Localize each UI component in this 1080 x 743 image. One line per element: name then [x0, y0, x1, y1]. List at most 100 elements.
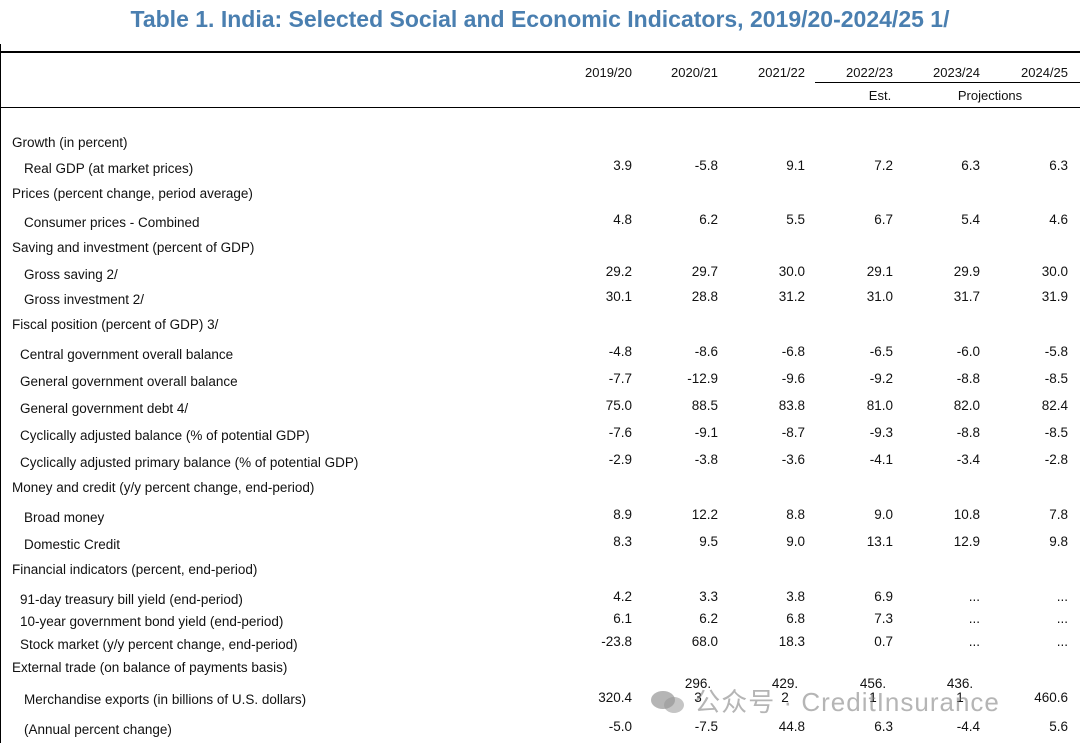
cell-value: 82.0: [953, 398, 980, 413]
watermark: 公众号 · CreditInsurance: [650, 682, 1000, 719]
cell-value: -3.8: [694, 452, 718, 467]
row-label: Gross saving 2/: [24, 267, 118, 282]
row-label: Merchandise exports (in billions of U.S.…: [24, 692, 307, 707]
header-bottom-rule: [0, 107, 1080, 108]
cell-value: 9.1: [786, 158, 805, 173]
cell-value: 3.3: [699, 589, 718, 604]
table-row: Cyclically adjusted balance (% of potent…: [0, 425, 1080, 447]
est-label: Est.: [868, 88, 892, 103]
section-label: Financial indicators (percent, end-perio…: [12, 562, 258, 577]
cell-value: -8.6: [694, 344, 718, 359]
cell-value: 28.8: [691, 289, 718, 304]
cell-value: 9.0: [786, 534, 805, 549]
cell-value: -5.0: [608, 719, 632, 734]
cell-value: 4.8: [613, 212, 632, 227]
cell-value: 7.3: [874, 611, 893, 626]
table-row: General government debt 4/75.0 88.5 83.8 81…: [0, 398, 1080, 420]
cell-value: 6.2: [699, 611, 718, 626]
table-row: General government overall balance -7.7 -1…: [0, 371, 1080, 393]
cell-value: -3.4: [956, 452, 980, 467]
cell-value: ...: [968, 634, 980, 649]
row-label: Gross investment 2/: [24, 292, 145, 307]
cell-value: 10.8: [953, 507, 980, 522]
cell-value: 5.5: [786, 212, 805, 227]
table-title: Table 1. India: Selected Social and Econ…: [130, 6, 950, 32]
cell-value: 0.7: [874, 634, 893, 649]
projections-label: Projections: [957, 88, 1023, 103]
cell-value: 5.4: [961, 212, 980, 227]
cell-value: -7.7: [608, 371, 632, 386]
cell-value: 3.8: [786, 589, 805, 604]
cell-value: 81.0: [866, 398, 893, 413]
table-row: Domestic Credit 8.3 9.5 9.0 13.1 12.9 9.8: [0, 534, 1080, 556]
table-row: Real GDP (at market prices) 3.9 -5.8 9.1 7.2…: [0, 158, 1080, 180]
cell-value-part: 1: [956, 690, 964, 705]
section-label: Saving and investment (percent of GDP): [12, 240, 255, 255]
row-label: Consumer prices - Combined: [24, 215, 200, 230]
section-row: Fiscal position (percent of GDP) 3/: [0, 317, 1080, 339]
section-row: Growth (in percent): [0, 135, 1080, 157]
cell-value: -23.8: [601, 634, 632, 649]
section-label: Growth (in percent): [12, 135, 128, 150]
table-row: Central government overall balance -4.8 -8…: [0, 344, 1080, 366]
cell-value-wrapped: 436. 1: [940, 677, 980, 705]
cell-value: 7.8: [1049, 507, 1068, 522]
row-label: Domestic Credit: [24, 537, 121, 552]
cell-value: 29.9: [953, 264, 980, 279]
row-label: Broad money: [24, 510, 105, 525]
cell-value: 8.8: [786, 507, 805, 522]
cell-value: 18.3: [778, 634, 805, 649]
table-row: Merchandise exports (in billions of U.S.…: [0, 677, 1080, 711]
table-row: Broad money 8.9 12.2 8.8 9.0 10.8 7.8: [0, 507, 1080, 529]
cell-value-part: 456.: [859, 676, 887, 691]
cell-value: 31.9: [1041, 289, 1068, 304]
cell-value: -8.8: [956, 371, 980, 386]
cell-value: -7.6: [608, 425, 632, 440]
cell-value: -3.6: [781, 452, 805, 467]
cell-value: 7.2: [874, 158, 893, 173]
cell-value: -2.8: [1044, 452, 1068, 467]
cell-value: 6.7: [874, 212, 893, 227]
cell-value-part: 3: [694, 690, 702, 705]
cell-value: 75.0: [605, 398, 632, 413]
wechat-icon: [651, 691, 684, 713]
cell-value: 88.5: [691, 398, 718, 413]
table-row: Cyclically adjusted primary balance (% o…: [0, 452, 1080, 474]
cell-value: 44.8: [778, 719, 805, 734]
cell-value: 5.6: [1049, 719, 1068, 734]
cell-value: 6.3: [961, 158, 980, 173]
cell-value: 68.0: [691, 634, 718, 649]
cell-value-part: 296.: [684, 676, 712, 691]
cell-value: 30.0: [1041, 264, 1068, 279]
cell-value: -4.4: [956, 719, 980, 734]
header-top-rule: [0, 51, 1080, 53]
cell-value: ...: [1056, 589, 1068, 604]
cell-value: -2.9: [608, 452, 632, 467]
cell-value: 31.7: [953, 289, 980, 304]
section-row: Financial indicators (percent, end-perio…: [0, 562, 1080, 584]
cell-value: -7.5: [694, 719, 718, 734]
section-row: Money and credit (y/y percent change, en…: [0, 480, 1080, 502]
cell-value: 82.4: [1041, 398, 1068, 413]
cell-value: 320.4: [598, 690, 632, 705]
column-header-5: 2024/25: [1021, 65, 1068, 80]
cell-value: 6.2: [699, 212, 718, 227]
row-label: Stock market (y/y percent change, end-pe…: [20, 637, 298, 652]
cell-value: 9.0: [874, 507, 893, 522]
row-label: 10-year government bond yield (end-perio…: [20, 614, 284, 629]
cell-value: 12.9: [953, 534, 980, 549]
row-label: Real GDP (at market prices): [24, 161, 194, 176]
cell-value-part: 1: [869, 690, 877, 705]
cell-value: ...: [968, 611, 980, 626]
watermark-text: 公众号 · CreditInsurance: [694, 687, 1000, 717]
cell-value-wrapped: 296. 3: [678, 677, 718, 705]
row-label: Central government overall balance: [20, 347, 234, 362]
cell-value: 6.3: [1049, 158, 1068, 173]
cell-value: ...: [968, 589, 980, 604]
row-label: Cyclically adjusted primary balance (% o…: [20, 455, 359, 470]
cell-value-wrapped: 429. 2: [765, 677, 805, 705]
cell-value: -6.0: [956, 344, 980, 359]
cell-value: 31.0: [866, 289, 893, 304]
cell-value: 8.9: [613, 507, 632, 522]
column-header-0: 2019/20: [585, 65, 632, 80]
